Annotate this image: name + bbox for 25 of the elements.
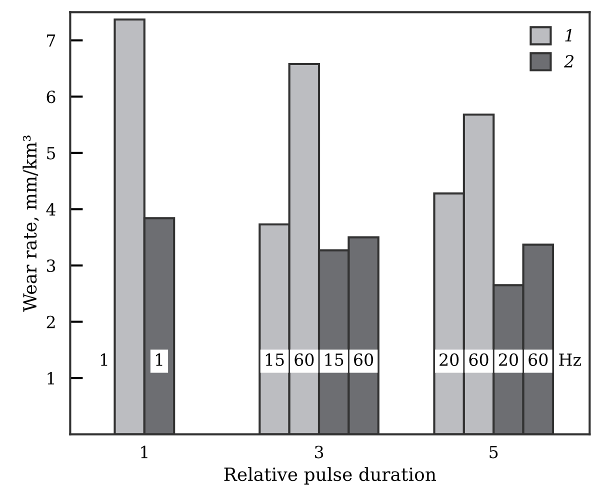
y-axis-title: Wear rate, mm/km³ xyxy=(22,136,39,312)
annotation: 1 xyxy=(100,353,108,366)
legend-label: 1 xyxy=(565,28,572,42)
y-tick-label: 7 xyxy=(47,34,56,47)
y-tick-label: 3 xyxy=(46,259,56,272)
y-tick-label: 6 xyxy=(46,90,56,104)
x-axis-title: Relative pulse duration xyxy=(224,467,436,485)
annotation: 60 xyxy=(469,353,488,366)
legend-label: 2 xyxy=(564,54,574,68)
annotation: 15 xyxy=(266,353,284,366)
y-tick-label: 4 xyxy=(46,203,56,216)
annotation: 20 xyxy=(498,353,518,366)
x-tick-label: 5 xyxy=(490,446,498,458)
annotation: 15 xyxy=(325,353,344,366)
annotation: 20 xyxy=(440,353,459,366)
x-tick-label: 1 xyxy=(141,446,148,458)
annotation: Hz xyxy=(559,354,581,366)
annotation: 60 xyxy=(354,353,374,366)
annotation: 60 xyxy=(294,353,314,366)
x-tick-label: 3 xyxy=(314,446,324,458)
annotation: 1 xyxy=(156,353,162,366)
y-tick-label: 1 xyxy=(48,372,54,384)
y-tick-label: 5 xyxy=(47,147,56,160)
annotation: 60 xyxy=(528,353,548,366)
y-tick-label: 2 xyxy=(46,316,55,328)
